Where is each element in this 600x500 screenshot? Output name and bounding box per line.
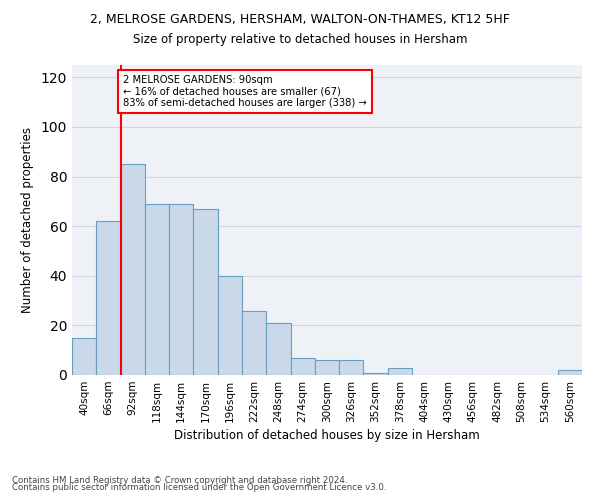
Bar [290, 358, 315, 375]
Bar [218, 276, 242, 375]
Text: Contains public sector information licensed under the Open Government Licence v3: Contains public sector information licen… [12, 484, 386, 492]
Text: 2, MELROSE GARDENS, HERSHAM, WALTON-ON-THAMES, KT12 5HF: 2, MELROSE GARDENS, HERSHAM, WALTON-ON-T… [90, 12, 510, 26]
Bar [242, 310, 266, 375]
Bar [364, 372, 388, 375]
Text: Size of property relative to detached houses in Hersham: Size of property relative to detached ho… [133, 32, 467, 46]
Bar [96, 221, 121, 375]
Bar [339, 360, 364, 375]
Bar [121, 164, 145, 375]
Text: Contains HM Land Registry data © Crown copyright and database right 2024.: Contains HM Land Registry data © Crown c… [12, 476, 347, 485]
Bar [145, 204, 169, 375]
Bar [266, 323, 290, 375]
X-axis label: Distribution of detached houses by size in Hersham: Distribution of detached houses by size … [174, 429, 480, 442]
Bar [193, 209, 218, 375]
Bar [315, 360, 339, 375]
Bar [169, 204, 193, 375]
Y-axis label: Number of detached properties: Number of detached properties [21, 127, 34, 313]
Bar [72, 338, 96, 375]
Bar [558, 370, 582, 375]
Text: 2 MELROSE GARDENS: 90sqm
← 16% of detached houses are smaller (67)
83% of semi-d: 2 MELROSE GARDENS: 90sqm ← 16% of detach… [123, 75, 367, 108]
Bar [388, 368, 412, 375]
